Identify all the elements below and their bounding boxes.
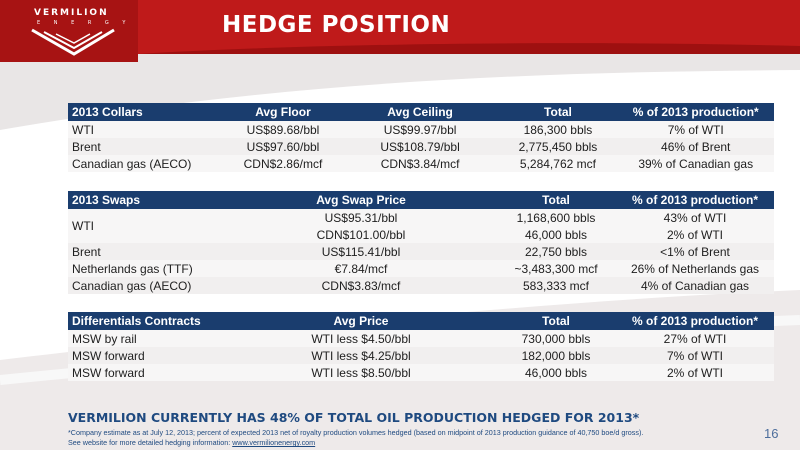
- pct-cell: <1% of Brent: [616, 243, 774, 260]
- contract-cell: MSW forward: [68, 364, 226, 381]
- pct-cell: 4% of Canadian gas: [616, 277, 774, 294]
- ceiling-cell: US$108.79/bbl: [341, 138, 499, 155]
- table-row: MSW by rail WTI less $4.50/bbl 730,000 b…: [68, 330, 774, 347]
- logo-wing-icon: [31, 28, 115, 56]
- swaps-header-pct: % of 2013 production*: [616, 191, 774, 209]
- total-cell: ~3,483,300 mcf: [496, 260, 616, 277]
- price-cell: US$95.31/bbl: [226, 209, 496, 226]
- swaps-header-total: Total: [496, 191, 616, 209]
- total-cell: 5,284,762 mcf: [498, 155, 618, 172]
- pct-cell: 7% of WTI: [617, 121, 774, 138]
- collars-header-row: 2013 Collars Avg Floor Avg Ceiling Total…: [68, 103, 774, 121]
- commodity-cell: Canadian gas (AECO): [68, 277, 226, 294]
- total-cell: 22,750 bbls: [496, 243, 616, 260]
- pct-cell: 43% of WTI: [616, 209, 774, 226]
- total-cell: 583,333 mcf: [496, 277, 616, 294]
- collars-header-ceiling: Avg Ceiling: [341, 103, 499, 121]
- collars-header-total: Total: [498, 103, 618, 121]
- pct-cell: 2% of WTI: [616, 364, 774, 381]
- table-row: Canadian gas (AECO) CDN$3.83/mcf 583,333…: [68, 277, 774, 294]
- pct-cell: 39% of Canadian gas: [617, 155, 774, 172]
- table-row: Netherlands gas (TTF) €7.84/mcf ~3,483,3…: [68, 260, 774, 277]
- table-row: Canadian gas (AECO) CDN$2.86/mcf CDN$3.8…: [68, 155, 774, 172]
- differentials-header-total: Total: [496, 312, 616, 330]
- logo-wordmark: VERMILION: [34, 8, 109, 18]
- price-cell: WTI less $8.50/bbl: [226, 364, 496, 381]
- commodity-cell: WTI: [68, 209, 226, 243]
- website-link[interactable]: www.vermilionenergy.com: [232, 438, 316, 447]
- swaps-header-name: 2013 Swaps: [68, 191, 226, 209]
- differentials-header-row: Differentials Contracts Avg Price Total …: [68, 312, 774, 330]
- price-cell: US$115.41/bbl: [226, 243, 496, 260]
- total-cell: 186,300 bbls: [498, 121, 618, 138]
- commodity-cell: Canadian gas (AECO): [68, 155, 225, 172]
- collars-header-floor: Avg Floor: [224, 103, 342, 121]
- total-cell: 2,775,450 bbls: [498, 138, 618, 155]
- ceiling-cell: CDN$3.84/mcf: [341, 155, 499, 172]
- total-cell: 182,000 bbls: [496, 347, 616, 364]
- table-row: MSW forward WTI less $4.25/bbl 182,000 b…: [68, 347, 774, 364]
- price-cell: CDN$3.83/mcf: [226, 277, 496, 294]
- price-cell: CDN$101.00/bbl: [226, 226, 496, 243]
- pct-cell: 46% of Brent: [617, 138, 774, 155]
- table-row: MSW forward WTI less $8.50/bbl 46,000 bb…: [68, 364, 774, 381]
- floor-cell: US$89.68/bbl: [224, 121, 342, 138]
- logo-subtitle: E N E R G Y: [37, 20, 132, 26]
- collars-table: 2013 Collars Avg Floor Avg Ceiling Total…: [68, 103, 774, 172]
- floor-cell: CDN$2.86/mcf: [224, 155, 342, 172]
- table-row: Brent US$97.60/bbl US$108.79/bbl 2,775,4…: [68, 138, 774, 155]
- differentials-table: Differentials Contracts Avg Price Total …: [68, 312, 774, 381]
- logo: VERMILION E N E R G Y: [0, 0, 138, 62]
- table-row: WTI US$89.68/bbl US$99.97/bbl 186,300 bb…: [68, 121, 774, 138]
- collars-header-pct: % of 2013 production*: [617, 103, 774, 121]
- swaps-header-price: Avg Swap Price: [226, 191, 496, 209]
- table-row: Brent US$115.41/bbl 22,750 bbls <1% of B…: [68, 243, 774, 260]
- commodity-cell: Brent: [68, 243, 226, 260]
- collars-header-name: 2013 Collars: [68, 103, 225, 121]
- pct-cell: 7% of WTI: [616, 347, 774, 364]
- pct-cell: 27% of WTI: [616, 330, 774, 347]
- contract-cell: MSW by rail: [68, 330, 226, 347]
- differentials-header-price: Avg Price: [226, 312, 496, 330]
- page-title: HEDGE POSITION: [222, 12, 451, 38]
- price-cell: WTI less $4.50/bbl: [226, 330, 496, 347]
- commodity-cell: Brent: [68, 138, 225, 155]
- ceiling-cell: US$99.97/bbl: [341, 121, 499, 138]
- footnote-line2-text: See website for more detailed hedging in…: [68, 438, 233, 447]
- commodity-cell: Netherlands gas (TTF): [68, 260, 226, 277]
- table-row: CDN$101.00/bbl 46,000 bbls 2% of WTI: [68, 226, 774, 243]
- commodity-cell: WTI: [68, 121, 225, 138]
- footnote-line2: See website for more detailed hedging in…: [68, 438, 748, 448]
- differentials-header-name: Differentials Contracts: [68, 312, 226, 330]
- total-cell: 46,000 bbls: [496, 364, 616, 381]
- footnote-line1: *Company estimate as at July 12, 2013; p…: [68, 428, 644, 437]
- page-number: 16: [764, 426, 779, 441]
- total-cell: 46,000 bbls: [496, 226, 616, 243]
- swaps-table: 2013 Swaps Avg Swap Price Total % of 201…: [68, 191, 774, 294]
- footnote: *Company estimate as at July 12, 2013; p…: [68, 428, 748, 448]
- swaps-header-row: 2013 Swaps Avg Swap Price Total % of 201…: [68, 191, 774, 209]
- pct-cell: 26% of Netherlands gas: [616, 260, 774, 277]
- header-accent: [138, 43, 800, 54]
- table-row: WTI US$95.31/bbl 1,168,600 bbls 43% of W…: [68, 209, 774, 243]
- price-cell: WTI less $4.25/bbl: [226, 347, 496, 364]
- pct-cell: 2% of WTI: [616, 226, 774, 243]
- hedge-summary-banner: VERMILION CURRENTLY HAS 48% OF TOTAL OIL…: [68, 410, 640, 425]
- differentials-header-pct: % of 2013 production*: [616, 312, 774, 330]
- contract-cell: MSW forward: [68, 347, 226, 364]
- total-cell: 1,168,600 bbls: [496, 209, 616, 226]
- price-cell: €7.84/mcf: [226, 260, 496, 277]
- floor-cell: US$97.60/bbl: [224, 138, 342, 155]
- total-cell: 730,000 bbls: [496, 330, 616, 347]
